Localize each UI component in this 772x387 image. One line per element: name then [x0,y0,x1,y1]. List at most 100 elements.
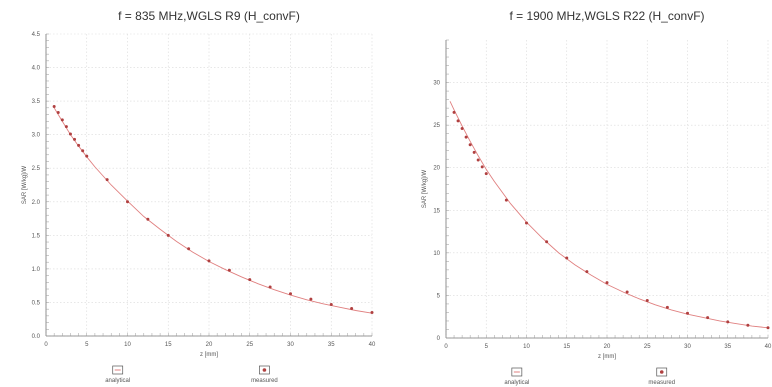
plot-area [449,101,770,330]
data-point-measured [268,285,272,289]
data-point-measured [625,290,629,294]
y-tick-label: 1.0 [32,267,41,273]
y-tick-label: 0.5 [32,300,41,306]
data-point-measured [77,143,81,147]
data-point-measured [52,104,56,108]
data-point-measured [726,320,730,324]
data-point-measured [248,278,252,282]
data-point-measured [187,247,191,251]
x-axis-label: z [mm] [598,354,616,360]
x-tick-label: 40 [369,342,376,348]
x-tick-label: 35 [328,342,335,348]
x-tick-label: 35 [724,344,731,350]
y-tick-label: 2.0 [32,200,41,206]
y-tick-label: 0.0 [32,334,41,340]
chart-1900mhz: f = 1900 MHz,WGLS R22 (H_convF) 0 5 10 15 20 2… [422,9,772,386]
x-tick-label: 5 [485,344,489,350]
x-tick-label: 10 [523,344,530,350]
x-tick-label: 20 [206,342,213,348]
data-point-measured [464,135,468,139]
data-point-measured [370,311,374,315]
data-point-measured [472,150,476,154]
legend-label-analytical: analytical [504,380,529,386]
y-tick-label: 0 [437,336,441,342]
x-tick-label: 25 [644,344,651,350]
data-point-measured [585,270,589,274]
data-point-measured [105,178,109,182]
data-point-measured [329,302,333,306]
data-point-measured [746,323,750,327]
data-point-measured [85,154,89,158]
data-point-measured [126,200,129,204]
x-tick-label: 0 [444,344,448,350]
y-tick-label: 1.5 [32,233,41,239]
data-point-measured [766,326,770,330]
data-point-measured [525,221,528,225]
legend-label-analytical: analytical [105,378,130,384]
x-tick-label: 30 [684,344,691,350]
legend-swatch-marker [659,370,664,374]
y-tick-label: 2.5 [32,166,41,172]
plot-area [52,104,374,315]
data-point-measured [207,259,211,263]
data-point-measured [73,137,77,141]
legend-label-measured: measured [251,378,278,384]
x-tick-label: 15 [165,342,172,348]
x-tick-label: 15 [563,344,570,350]
data-point-measured [468,143,472,147]
chart-835mhz: f = 835 MHz,WGLS R9 (H_convF) 0 5 10 15 20 25 3… [22,9,376,384]
x-tick-label: 40 [765,344,772,350]
y-tick-label: 30 [433,81,440,87]
data-point-measured [476,158,480,162]
data-point-measured [706,316,710,320]
x-tick-label: 30 [287,342,294,348]
data-point-measured [545,240,549,244]
y-tick-label: 4.0 [32,66,41,72]
x-axis-label: z [mm] [200,352,218,358]
data-point-measured [605,281,609,285]
y-tick-label: 10 [433,251,440,257]
left-chart-panel: f = 835 MHz,WGLS R9 (H_convF) 0 5 10 15 20 25 3… [22,9,376,384]
y-axis-label: SAR [W/kg]/W [22,166,28,205]
data-point-measured [64,125,68,129]
data-point-measured [350,306,354,310]
y-tick-label: 15 [433,208,440,214]
data-point-measured [166,233,170,237]
y-tick-label: 3.5 [32,99,41,105]
data-point-measured [227,268,231,272]
data-point-measured [146,217,150,221]
data-point-measured [68,132,72,136]
x-tick-label: 5 [85,342,89,348]
y-tick-label: 4.5 [32,32,41,38]
data-point-measured [665,305,669,309]
data-point-measured [81,149,85,153]
y-tick-label: 3.0 [32,133,41,139]
data-point-measured [686,311,689,315]
data-point-measured [452,110,456,114]
x-tick-label: 25 [246,342,253,348]
legend-swatch-marker [262,368,267,372]
data-point-measured [456,119,460,123]
chart-title: f = 835 MHz,WGLS R9 (H_convF) [118,9,300,23]
data-point-measured [480,165,484,169]
chart-title: f = 1900 MHz,WGLS R22 (H_convF) [509,9,704,23]
data-point-measured [60,118,64,122]
series-line-analytical [449,101,769,329]
legend-label-measured: measured [648,380,675,386]
y-tick-label: 25 [433,123,440,129]
right-chart-panel: f = 1900 MHz,WGLS R22 (H_convF) 0 5 10 15 20 2… [386,0,772,387]
data-point-measured [565,256,569,260]
x-tick-label: 0 [44,342,48,348]
data-point-measured [309,297,313,301]
x-tick-label: 10 [124,342,131,348]
y-axis-label: SAR [W/kg]/W [422,170,428,209]
data-point-measured [645,299,649,303]
data-point-measured [504,198,508,202]
series-line-analytical [53,107,373,314]
x-tick-label: 20 [604,344,611,350]
data-point-measured [56,111,60,115]
data-point-measured [289,292,292,296]
y-tick-label: 20 [433,166,440,172]
data-point-measured [484,172,488,176]
data-point-measured [460,127,464,131]
